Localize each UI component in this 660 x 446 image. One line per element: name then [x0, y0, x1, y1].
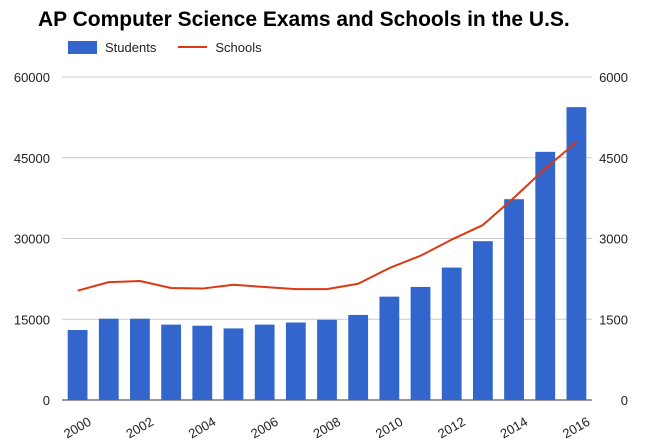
x-tick-label: 2002 [123, 414, 156, 441]
x-tick-label: 2014 [498, 414, 531, 441]
y-right-tick-label: 4500 [599, 151, 628, 166]
legend-label-students: Students [105, 39, 157, 55]
y-right-tick-label: 0 [621, 393, 628, 408]
bar-students-2007 [285, 322, 306, 400]
bar-students-2002 [130, 318, 150, 400]
bar-students-2016 [566, 107, 587, 401]
legend-swatch-students [68, 40, 97, 54]
bar-students-2011 [410, 286, 431, 400]
y-left-tick-label: 0 [43, 393, 50, 408]
x-tick-label: 2010 [373, 414, 406, 441]
y-right-tick-label: 6000 [599, 70, 628, 85]
legend-item-schools: Schools [178, 39, 262, 55]
legend-item-students: Students [68, 40, 156, 55]
bar-students-2008 [317, 319, 337, 400]
bar-students-2012 [441, 267, 462, 400]
x-tick-label: 2012 [435, 414, 468, 441]
bar-students-2006 [254, 324, 275, 400]
x-tick-label: 2006 [248, 414, 281, 441]
y-right-tick-label: 3000 [599, 232, 628, 247]
bar-students-2005 [223, 328, 244, 400]
bar-students-2013 [472, 241, 493, 400]
legend-swatch-schools [178, 46, 208, 48]
y-left-tick-label: 45000 [14, 151, 50, 166]
x-tick-label: 2000 [61, 414, 94, 441]
bar-students-2009 [348, 314, 369, 400]
legend: Students Schools [68, 38, 284, 56]
legend-label-schools: Schools [215, 39, 262, 55]
y-left-tick-label: 15000 [14, 312, 50, 327]
bar-students-2015 [535, 151, 556, 400]
bar-students-2010 [379, 296, 400, 400]
bar-students-2014 [504, 199, 524, 400]
chart-title: AP Computer Science Exams and Schools in… [38, 8, 570, 31]
x-tick-label: 2016 [560, 414, 593, 441]
y-right-tick-label: 1500 [599, 312, 628, 327]
bar-students-2003 [161, 324, 182, 400]
y-left-tick-label: 60000 [14, 70, 50, 85]
y-left-tick-label: 30000 [14, 232, 50, 247]
bar-students-2001 [98, 318, 119, 400]
bar-students-2004 [192, 325, 213, 400]
x-tick-label: 2008 [310, 414, 343, 441]
x-tick-label: 2004 [186, 414, 219, 441]
line-schools [77, 141, 578, 292]
bar-students-2000 [67, 330, 88, 400]
